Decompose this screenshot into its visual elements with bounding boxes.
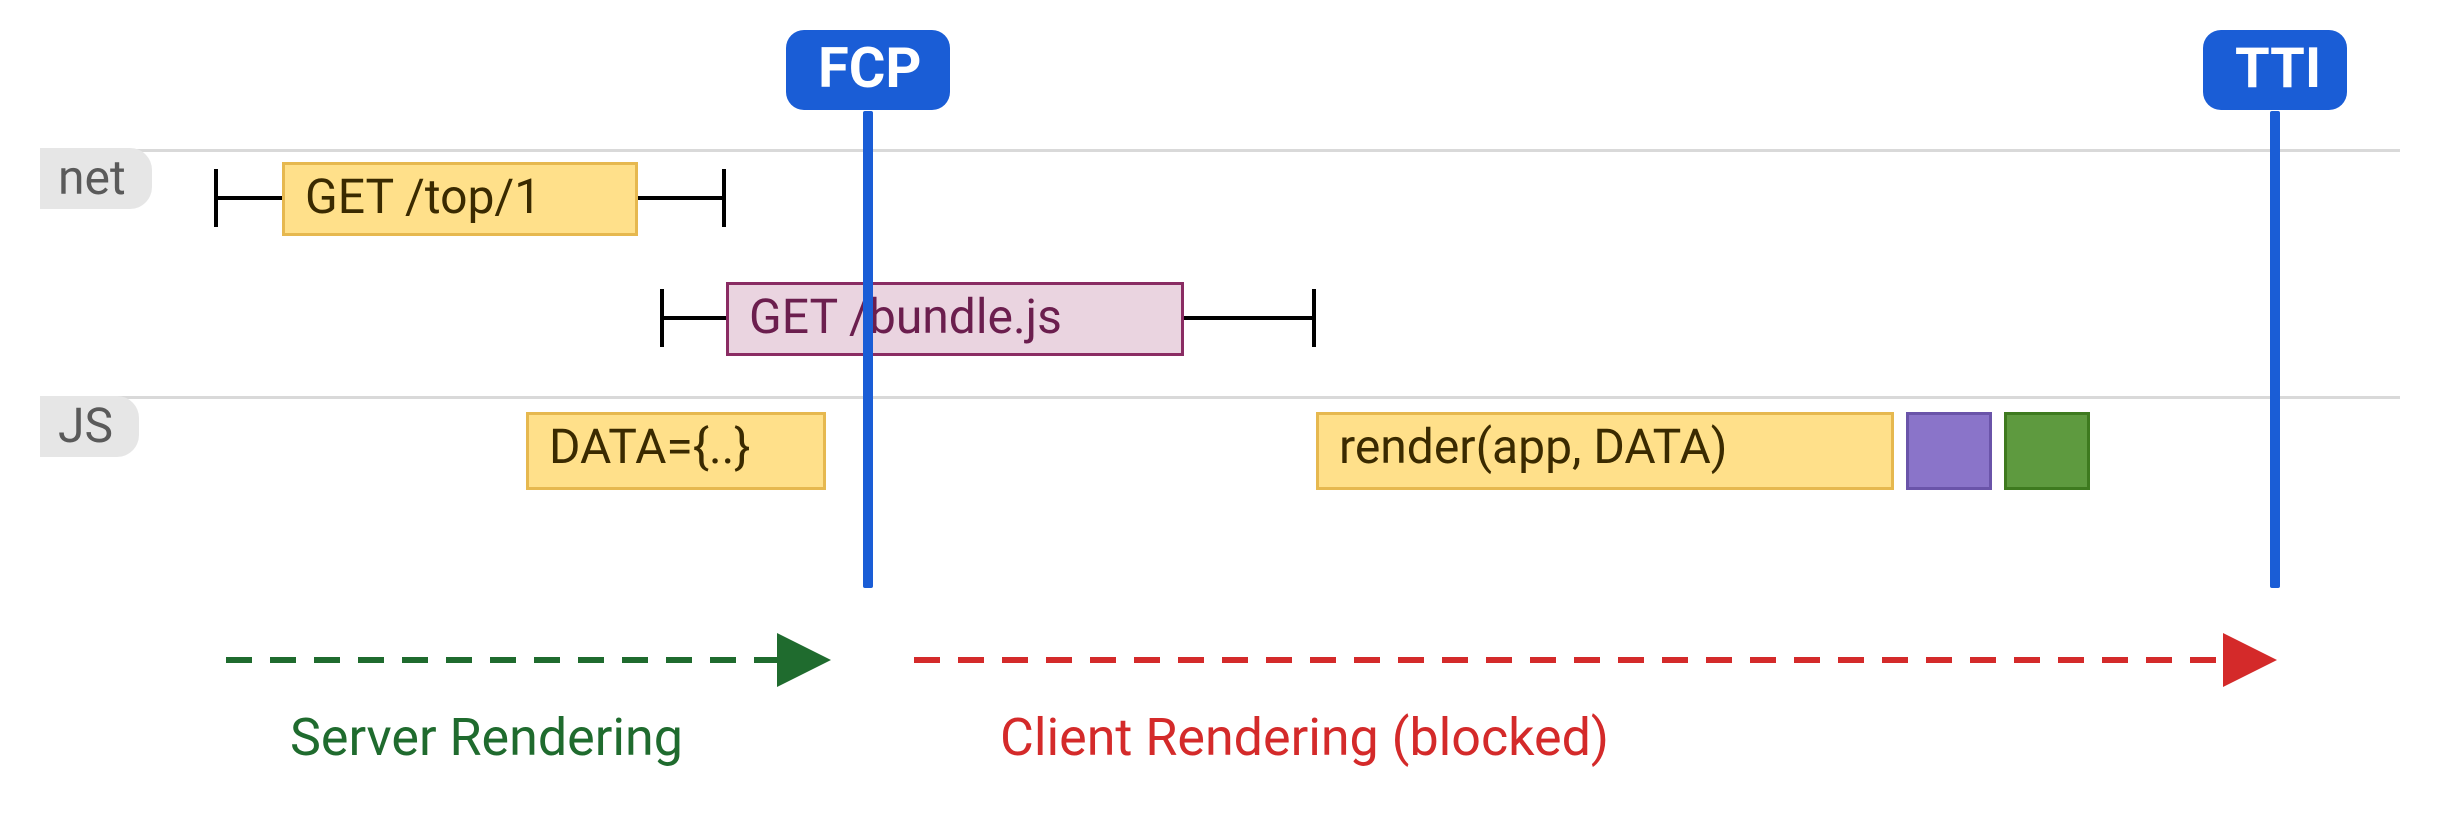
server-phase-label-text: Server Rendering [290, 707, 683, 768]
client-phase-label: Client Rendering (blocked) [1000, 712, 1609, 764]
server-phase-label: Server Rendering [290, 712, 683, 764]
timeline-diagram: net JS GET /top/1 GET /bundle.js DATA={.… [0, 0, 2440, 824]
server-phase-arrow [0, 0, 2440, 824]
client-phase-label-text: Client Rendering (blocked) [1000, 707, 1609, 768]
